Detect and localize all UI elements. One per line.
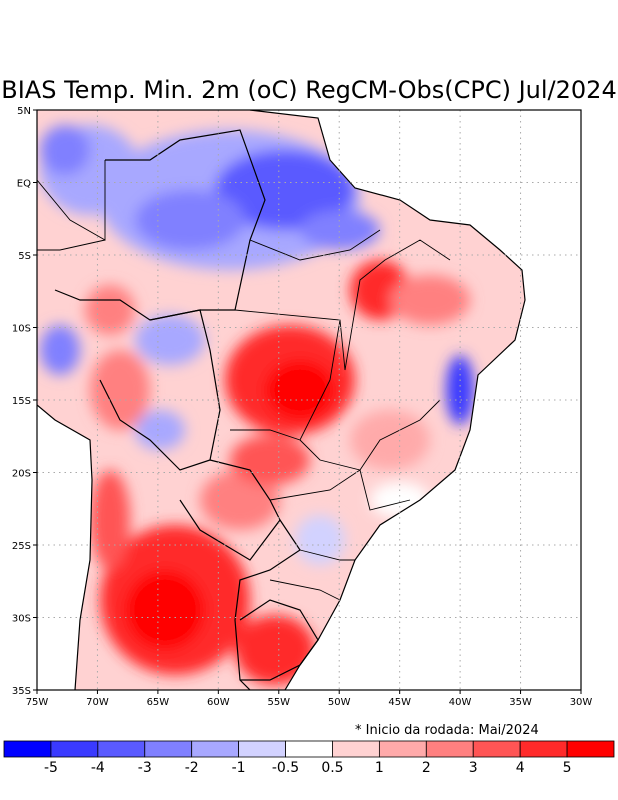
brazil-border (54, 129, 266, 321)
x-tick-label: 65W (147, 697, 170, 708)
colorbar-swatch (3, 740, 52, 758)
coastline (249, 110, 526, 690)
bias-blob (135, 190, 245, 250)
y-tick-label: EQ (17, 179, 31, 190)
bias-blob (40, 125, 90, 175)
colorbar-swatch (566, 740, 615, 758)
colorbar (3, 740, 615, 758)
y-tick-label: 20S (12, 469, 31, 480)
y-tick-label: 5N (17, 106, 31, 117)
y-tick-label: 25S (12, 541, 31, 552)
bias-blob (215, 150, 355, 230)
x-tick-label: 75W (26, 697, 49, 708)
pacific-mask (37, 405, 92, 690)
colorbar-label: 3 (469, 760, 478, 776)
political-borders (37, 110, 526, 690)
colorbar-label: -3 (138, 760, 152, 776)
y-axis-ticks: 5N EQ 5S 10S 15S 20S 25S 30S 35S (12, 106, 37, 697)
colorbar-label: 2 (422, 760, 431, 776)
x-tick-label: 55W (267, 697, 290, 708)
colorbar-swatch (425, 740, 474, 758)
colorbar-swatch (144, 740, 193, 758)
uruguay-border (239, 599, 319, 681)
bias-blob (230, 435, 310, 485)
colorbar-label: 5 (563, 760, 572, 776)
state-borders (230, 229, 451, 601)
bias-blob (90, 470, 130, 570)
colorbar-swatch (332, 740, 380, 758)
colorbar-label: 4 (516, 760, 525, 776)
pacific-coastline (37, 404, 93, 690)
colorbar-swatch (50, 740, 99, 758)
bias-blob (446, 355, 474, 425)
colorbar-label: 0.5 (321, 760, 343, 776)
colorbar-swatch (238, 740, 286, 758)
colorbar-swatch (97, 740, 146, 758)
x-tick-label: 70W (86, 697, 109, 708)
bias-blob (90, 350, 150, 430)
colorbar-label: -5 (44, 760, 58, 776)
bias-blobs (40, 125, 474, 685)
y-tick-label: 10S (12, 324, 31, 335)
run-start-note: * Inicio da rodada: Mai/2024 (355, 723, 539, 738)
colorbar-swatch (285, 740, 333, 758)
peru-colombia-border (37, 160, 106, 251)
bias-blob (135, 410, 185, 450)
x-tick-label: 30W (570, 697, 593, 708)
chart-title: BIAS Temp. Min. 2m (oC) RegCM-Obs(CPC) J… (1, 76, 616, 104)
x-tick-label: 40W (449, 697, 472, 708)
y-tick-label: 5S (18, 251, 31, 262)
colorbar-label: 1 (375, 760, 384, 776)
bias-blob (300, 210, 380, 250)
colorbar-swatch (519, 740, 568, 758)
colorbar-swatch (472, 740, 521, 758)
colorbar-label: -0.5 (272, 760, 299, 776)
bias-blob (125, 570, 205, 650)
x-axis-ticks: 75W 70W 65W 60W 55W 50W 45W 40W 35W 30W (26, 690, 593, 708)
y-tick-label: 30S (12, 614, 31, 625)
x-tick-label: 45W (388, 697, 411, 708)
x-tick-label: 60W (207, 697, 230, 708)
x-tick-label: 50W (328, 697, 351, 708)
y-tick-label: 35S (12, 686, 31, 697)
bias-blob (135, 315, 205, 365)
y-tick-label: 15S (12, 396, 31, 407)
colorbar-label: -2 (185, 760, 199, 776)
colorbar-label: -1 (232, 760, 246, 776)
colorbar-swatch (191, 740, 240, 758)
ocean-mask (285, 110, 581, 690)
colorbar-swatch (378, 740, 427, 758)
bias-blob (390, 275, 470, 325)
colorbar-labels: -5 -4 -3 -2 -1 -0.5 0.5 1 2 3 4 5 (44, 760, 572, 776)
bias-blob (295, 515, 345, 565)
x-tick-label: 35W (509, 697, 532, 708)
bias-blob (350, 410, 430, 470)
colorbar-label: -4 (91, 760, 105, 776)
bias-blob (40, 325, 80, 375)
